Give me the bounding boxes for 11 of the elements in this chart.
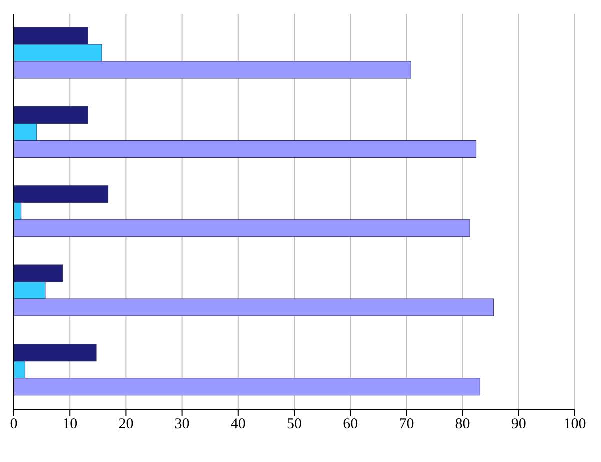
x-tick-label: 20 <box>118 416 134 433</box>
x-tick-label: 50 <box>287 416 302 433</box>
x-tick-label: 10 <box>62 416 78 433</box>
x-tick-label: 60 <box>343 416 358 433</box>
x-tick-label: 40 <box>230 416 246 433</box>
x-tick-label: 0 <box>10 416 18 433</box>
x-tick-label: 30 <box>174 416 190 433</box>
x-tick-label: 80 <box>455 416 470 433</box>
x-tick-label: 100 <box>564 416 586 433</box>
x-tick-label: 90 <box>511 416 526 433</box>
x-tick-label: 70 <box>399 416 414 433</box>
